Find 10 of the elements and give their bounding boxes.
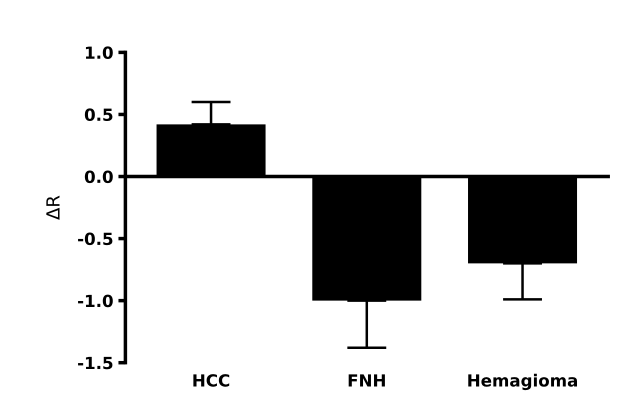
x-tick-label: HCC	[193, 374, 230, 387]
y-tick-label: -0.5	[78, 232, 112, 246]
y-tick-label: 0.0	[84, 170, 113, 184]
x-tick-label: FNH	[348, 374, 385, 386]
x-tick-label: Hemagioma	[468, 374, 578, 390]
y-tick-label: 1.0	[86, 46, 113, 59]
y-tick-label: -1.5	[78, 356, 112, 370]
y-axis-title: ΔR	[46, 196, 60, 220]
y-tick-label: -1.0	[78, 294, 113, 308]
y-tick-label: 0.5	[84, 108, 112, 122]
